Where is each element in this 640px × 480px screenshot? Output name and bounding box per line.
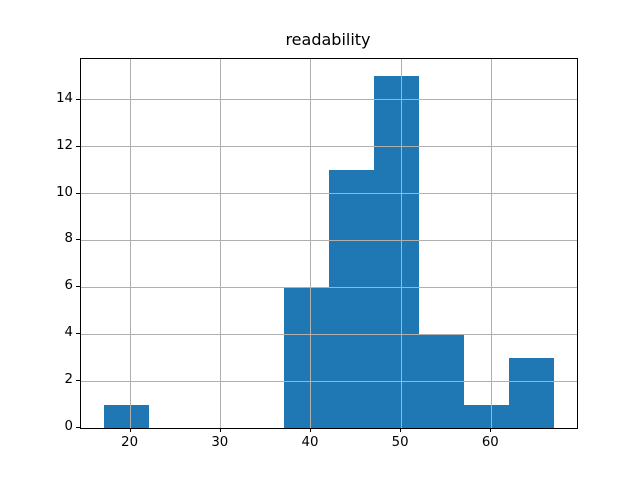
histogram-bar bbox=[329, 170, 375, 429]
y-tick-label: 2 bbox=[64, 372, 73, 388]
x-tick-mark bbox=[309, 428, 311, 433]
horizontal-gridline bbox=[81, 99, 577, 101]
histogram-bar bbox=[283, 287, 329, 429]
y-tick-mark bbox=[76, 192, 80, 194]
y-tick-mark bbox=[76, 380, 80, 382]
horizontal-gridline bbox=[81, 146, 577, 148]
x-tick-mark bbox=[129, 428, 131, 433]
y-tick-label: 8 bbox=[64, 231, 73, 247]
histogram-bar bbox=[374, 76, 420, 429]
histogram-bar bbox=[509, 357, 555, 429]
vertical-gridline bbox=[130, 58, 132, 429]
y-tick-label: 10 bbox=[56, 184, 73, 200]
histogram-bar bbox=[464, 404, 510, 429]
y-tick-label: 0 bbox=[64, 419, 73, 435]
y-tick-label: 4 bbox=[64, 325, 73, 341]
gridlines-layer bbox=[81, 58, 577, 429]
plot-area bbox=[80, 57, 578, 430]
y-tick-mark bbox=[76, 427, 80, 429]
horizontal-gridline bbox=[81, 286, 577, 288]
horizontal-gridline bbox=[81, 380, 577, 382]
horizontal-gridline bbox=[81, 193, 577, 195]
y-tick-mark bbox=[76, 333, 80, 335]
x-tick-label: 30 bbox=[211, 435, 229, 451]
x-tick-mark bbox=[219, 428, 221, 433]
x-tick-label: 60 bbox=[481, 435, 499, 451]
y-tick-mark bbox=[76, 145, 80, 147]
y-tick-mark bbox=[76, 286, 80, 288]
x-tick-label: 20 bbox=[121, 435, 139, 451]
horizontal-gridline bbox=[81, 333, 577, 335]
x-tick-mark bbox=[490, 428, 492, 433]
y-tick-label: 14 bbox=[56, 90, 73, 106]
y-tick-mark bbox=[76, 239, 80, 241]
x-tick-label: 50 bbox=[391, 435, 409, 451]
chart-title: readability bbox=[285, 30, 371, 49]
y-tick-label: 12 bbox=[56, 137, 73, 153]
x-tick-mark bbox=[400, 428, 402, 433]
vertical-gridline bbox=[310, 58, 312, 429]
vertical-gridline bbox=[400, 58, 402, 429]
x-tick-label: 40 bbox=[301, 435, 319, 451]
horizontal-gridline bbox=[81, 239, 577, 241]
vertical-gridline bbox=[490, 58, 492, 429]
vertical-gridline bbox=[220, 58, 222, 429]
histogram-bar bbox=[103, 404, 149, 429]
y-tick-mark bbox=[76, 98, 80, 100]
y-tick-label: 6 bbox=[64, 278, 73, 294]
